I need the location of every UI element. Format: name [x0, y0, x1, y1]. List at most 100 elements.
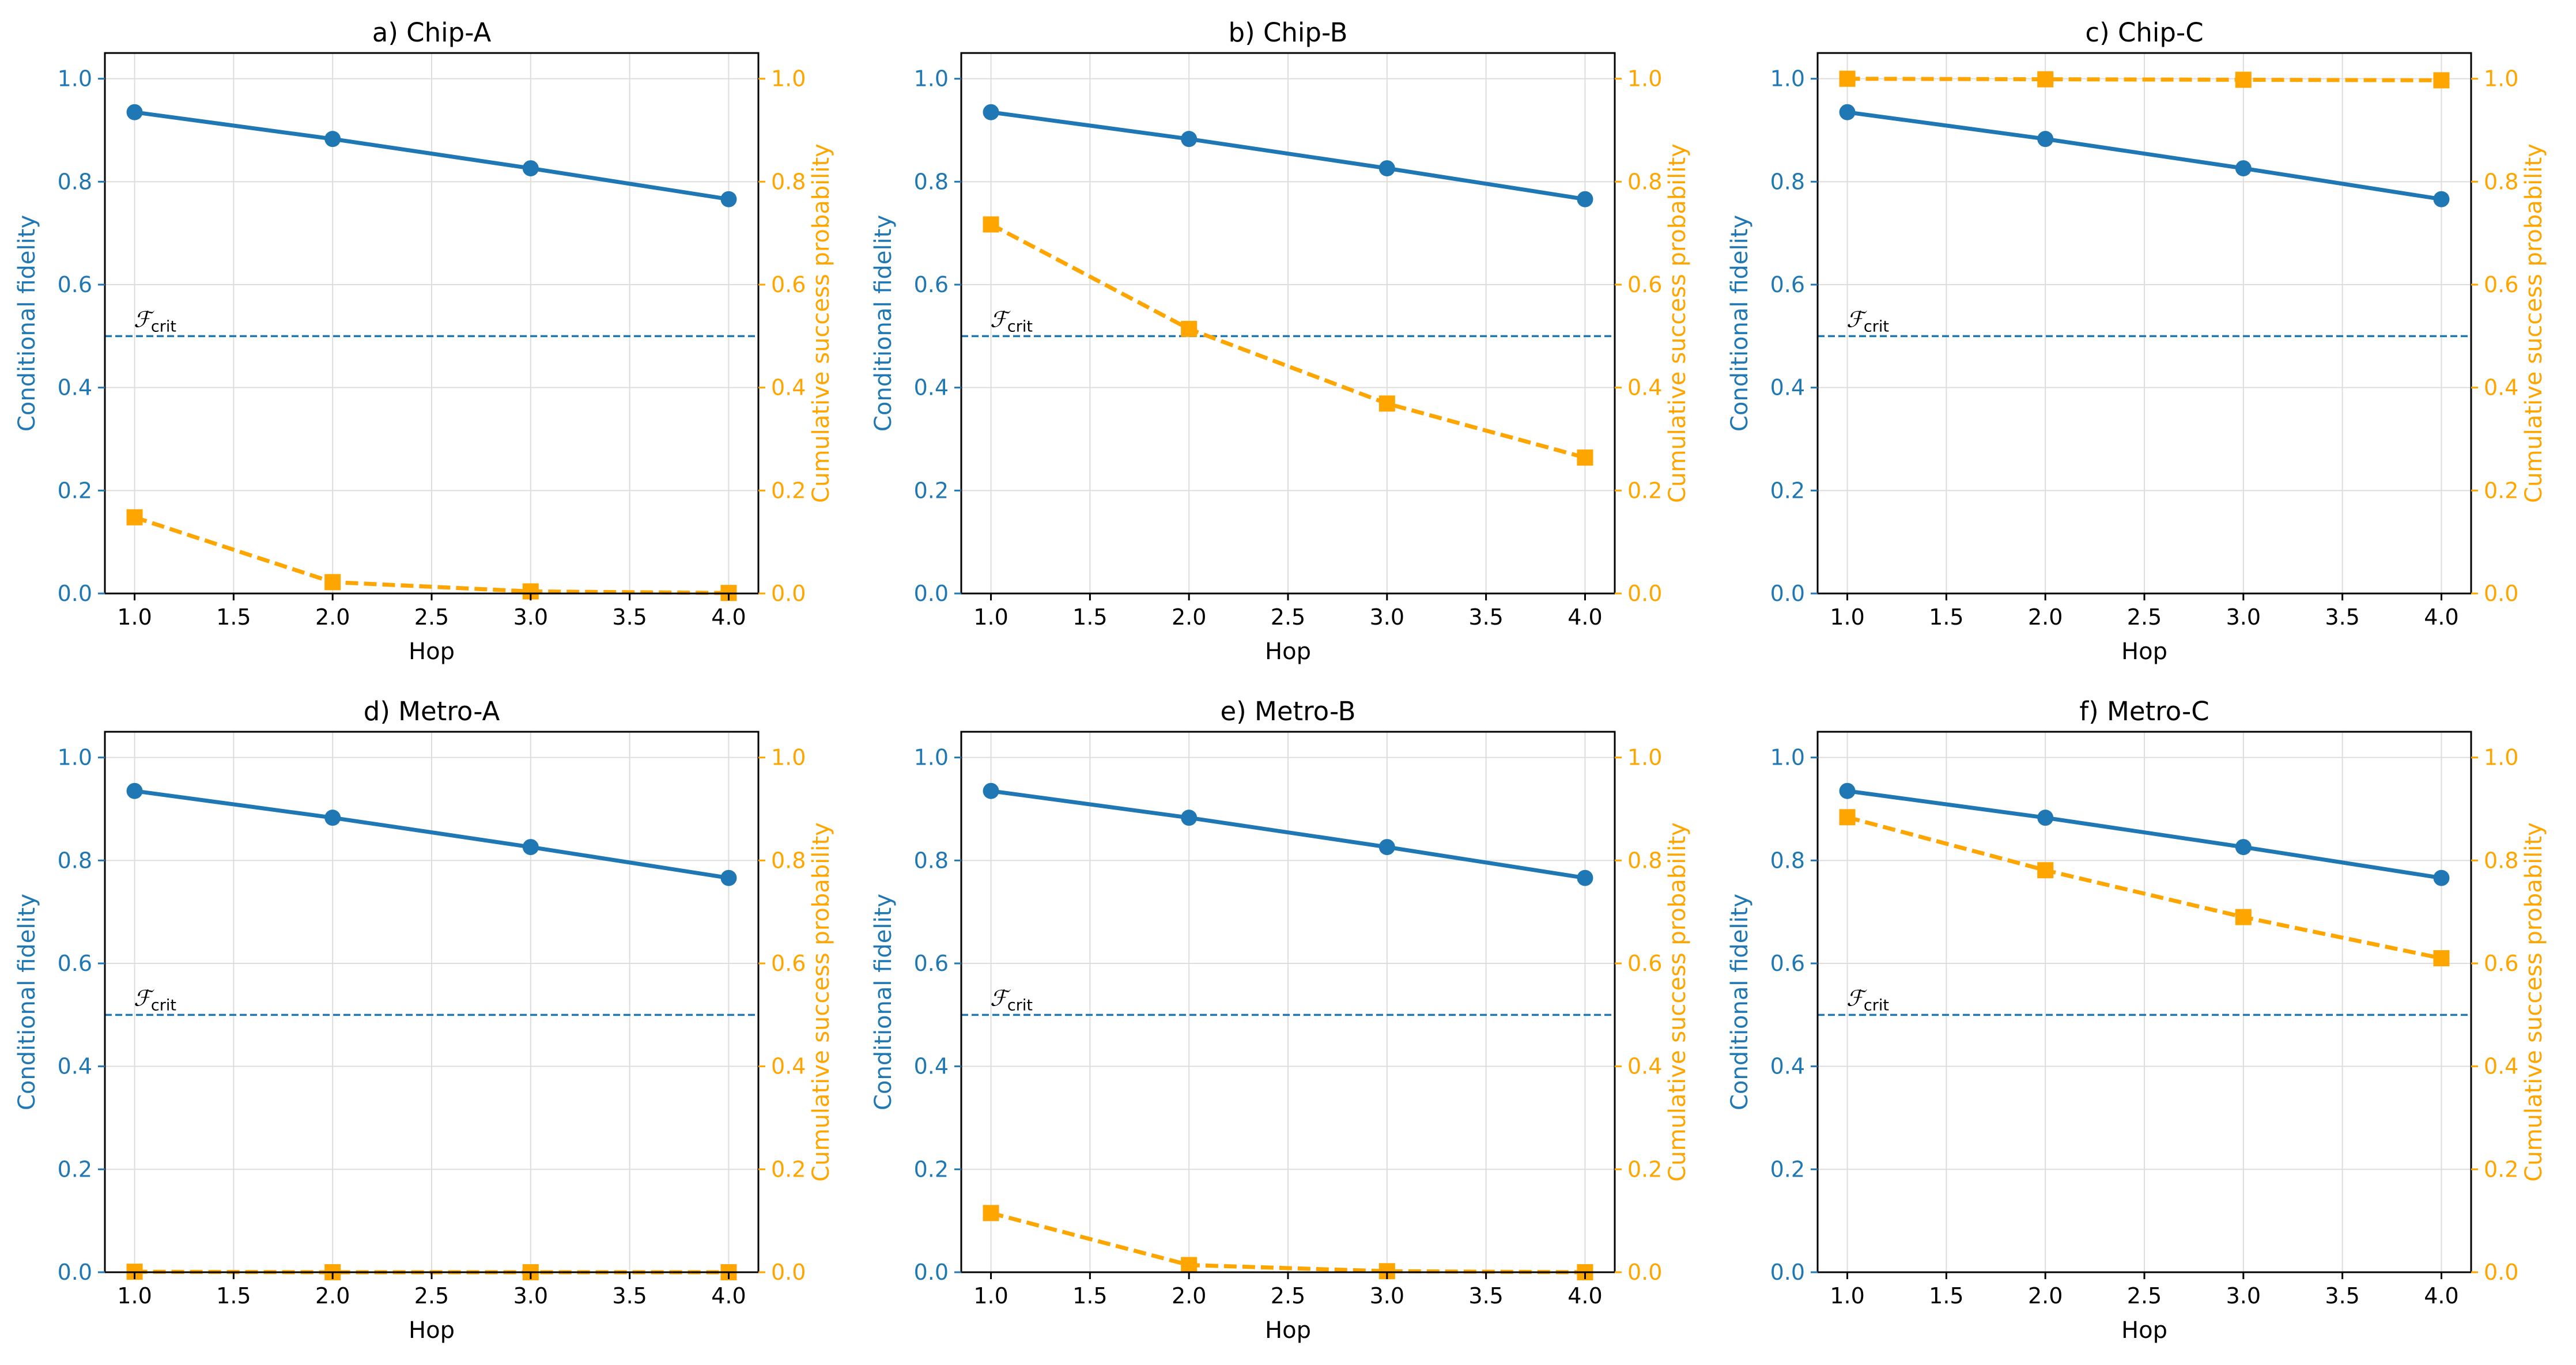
series-line-fidelity	[134, 789, 729, 880]
series-line-fidelity	[134, 110, 729, 202]
fidelity-point	[1378, 160, 1395, 177]
fidelity-point	[1378, 839, 1395, 856]
y-axis-label-left: Conditional fidelity	[1727, 894, 1753, 1110]
x-tick-label: 2.0	[2028, 604, 2063, 630]
y-tick-label-right: 0.8	[771, 169, 806, 194]
x-axis-label: Hop	[409, 1317, 455, 1344]
x-tick-label: 3.0	[2226, 1283, 2261, 1309]
y-tick-label-left: 0.6	[914, 272, 949, 297]
fidelity-point	[720, 869, 737, 886]
y-tick-label-right: 0.2	[1627, 1156, 1662, 1182]
y-tick-label-left: 1.0	[58, 745, 92, 770]
y-tick-label-right: 0.0	[2484, 581, 2518, 606]
x-tick-label: 4.0	[1567, 1283, 1602, 1309]
success-point	[1181, 1257, 1198, 1273]
y-tick-label-left: 0.6	[914, 951, 949, 976]
y-tick-label-left: 0.6	[58, 951, 92, 976]
y-tick-label-left: 0.8	[58, 848, 92, 873]
y-tick-label-left: 0.4	[1770, 375, 1805, 400]
panel-title: f) Metro-C	[2079, 696, 2209, 727]
fidelity-point	[1181, 131, 1198, 148]
x-axis-label: Hop	[1265, 638, 1311, 665]
y-tick-label-left: 0.2	[914, 1156, 949, 1182]
threshold-label: ℱcrit	[990, 307, 1033, 335]
y-tick-label-left: 0.8	[914, 169, 949, 194]
series-line-success	[1847, 77, 2442, 82]
x-tick-label: 2.0	[2028, 1283, 2063, 1309]
threshold-label-sub: crit	[1864, 317, 1889, 335]
x-tick-label: 1.5	[1072, 604, 1107, 630]
y-tick-label-right: 0.2	[771, 478, 806, 503]
y-tick-label-right: 0.4	[1627, 375, 1662, 400]
y-axis-label-left: Conditional fidelity	[870, 894, 897, 1110]
success-point	[2235, 71, 2252, 88]
y-tick-label-right: 0.4	[771, 375, 806, 400]
y-tick-label-right: 0.8	[771, 848, 806, 873]
y-tick-label-right: 0.8	[2484, 848, 2518, 873]
x-tick-label: 3.0	[513, 604, 548, 630]
y-tick-label-right: 0.6	[1627, 272, 1662, 297]
y-tick-label-left: 0.6	[58, 272, 92, 297]
fidelity-point	[720, 191, 737, 207]
fidelity-point	[522, 839, 539, 856]
fidelity-point	[126, 104, 143, 120]
x-tick-label: 3.5	[612, 604, 647, 630]
x-tick-label: 3.5	[2325, 1283, 2359, 1309]
y-tick-label-left: 0.8	[1770, 848, 1805, 873]
fidelity-point	[1839, 782, 1856, 799]
y-tick-label-left: 0.0	[1770, 1260, 1805, 1285]
x-tick-label: 2.5	[1271, 604, 1305, 630]
fidelity-point	[1577, 191, 1593, 207]
y-tick-label-left: 0.0	[914, 1260, 949, 1285]
x-tick-label: 2.5	[414, 604, 449, 630]
series-line-fidelity	[991, 789, 1585, 880]
x-tick-label: 3.5	[612, 1283, 647, 1309]
series-line-fidelity	[991, 110, 1585, 202]
success-point	[1181, 320, 1198, 337]
fidelity-point	[2235, 839, 2252, 856]
y-tick-label-right: 1.0	[2484, 66, 2518, 92]
threshold-label: ℱcrit	[1846, 985, 1889, 1014]
threshold-label: ℱcrit	[134, 985, 176, 1014]
panel-title: c) Chip-C	[2085, 17, 2203, 48]
fidelity-point	[2037, 810, 2054, 826]
y-axis-label-left: Conditional fidelity	[14, 894, 40, 1110]
y-tick-label-right: 0.8	[2484, 169, 2518, 194]
fidelity-point	[324, 810, 341, 826]
x-tick-label: 3.0	[1370, 1283, 1404, 1309]
x-tick-label: 4.0	[1567, 604, 1602, 630]
x-tick-label: 1.0	[117, 604, 152, 630]
x-tick-label: 2.0	[315, 1283, 350, 1309]
y-tick-label-right: 0.4	[771, 1054, 806, 1079]
panel-1: ℱcrit 1.0 1.5 2.0 2.5 3.0 3.5 4.0 0.0 0.2 0.4 0.6 0.…	[14, 17, 834, 665]
y-tick-label-right: 0.4	[1627, 1054, 1662, 1079]
y-tick-label-left: 0.2	[914, 478, 949, 503]
x-tick-label: 1.5	[1929, 1283, 1963, 1309]
y-tick-label-right: 0.6	[2484, 272, 2518, 297]
x-tick-label: 1.5	[216, 1283, 251, 1309]
threshold-label-sub: crit	[1007, 317, 1033, 335]
y-tick-label-left: 0.0	[1770, 581, 1805, 606]
y-axis-label-right: Cumulative success probability	[808, 822, 834, 1182]
series-line-success	[989, 222, 1586, 460]
x-axis-label: Hop	[2121, 638, 2167, 665]
x-tick-label: 2.5	[1271, 1283, 1305, 1309]
series-line-fidelity	[1847, 110, 2442, 202]
fidelity-point	[2235, 160, 2252, 177]
success-point	[2235, 909, 2252, 925]
y-tick-label-left: 1.0	[1770, 66, 1805, 92]
series-line-fidelity	[1847, 789, 2442, 880]
fidelity-point	[2433, 869, 2450, 886]
y-tick-label-left: 1.0	[914, 66, 949, 92]
y-tick-label-left: 0.2	[58, 478, 92, 503]
y-tick-label-left: 0.4	[914, 375, 949, 400]
y-tick-label-right: 0.2	[2484, 1156, 2518, 1182]
x-tick-label: 4.0	[711, 1283, 746, 1309]
panel-3: ℱcrit 1.0 1.5 2.0 2.5 3.0 3.5 4.0 0.0 0.2 0.4 0.6 0.…	[1727, 17, 2547, 665]
x-axis-label: Hop	[2121, 1317, 2167, 1344]
fidelity-point	[983, 782, 999, 799]
y-tick-label-left: 0.2	[1770, 1156, 1805, 1182]
threshold-label: ℱcrit	[990, 985, 1033, 1014]
x-tick-label: 1.0	[1830, 1283, 1864, 1309]
